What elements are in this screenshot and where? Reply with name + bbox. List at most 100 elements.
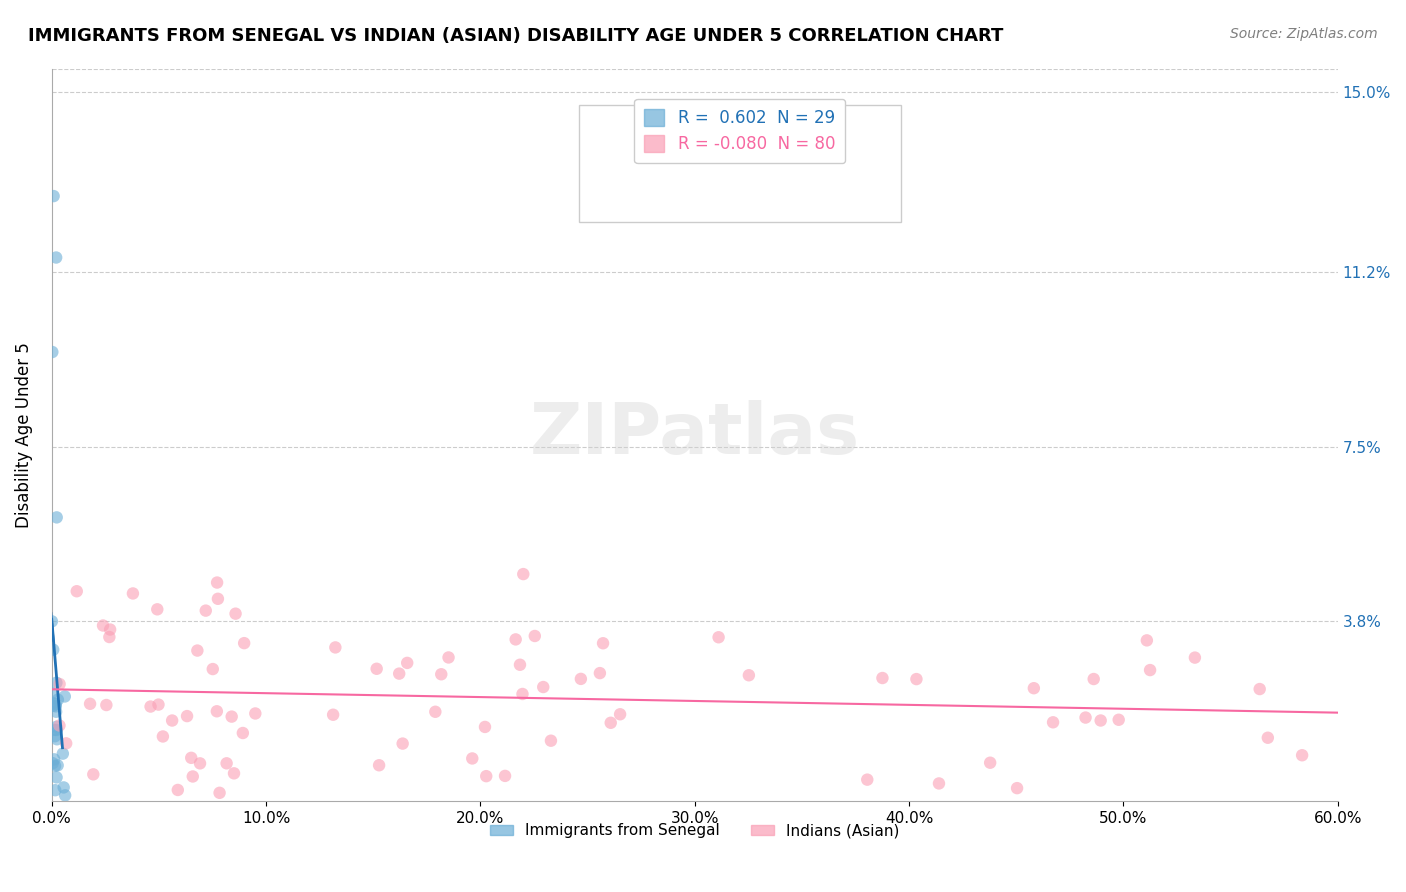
Point	[194, 604, 217, 618]
Point	[205, 704, 228, 718]
Point	[599, 715, 621, 730]
Point	[391, 737, 413, 751]
Point	[45, 675, 67, 690]
Point	[1042, 715, 1064, 730]
Point	[53, 690, 76, 704]
Point	[166, 783, 188, 797]
Point	[1108, 713, 1130, 727]
Point	[509, 657, 531, 672]
Point	[1083, 672, 1105, 686]
Point	[512, 687, 534, 701]
Point	[222, 766, 245, 780]
Point	[45, 720, 67, 734]
Text: Source: ZipAtlas.com: Source: ZipAtlas.com	[1230, 27, 1378, 41]
Point	[45, 723, 67, 737]
Point	[461, 751, 484, 765]
Point	[41, 345, 63, 359]
Point	[48, 677, 70, 691]
Point	[96, 698, 118, 712]
Point	[45, 251, 67, 265]
Point	[1249, 681, 1271, 696]
Point	[82, 767, 104, 781]
Point	[45, 771, 67, 785]
Point	[531, 680, 554, 694]
Point	[1257, 731, 1279, 745]
Point	[41, 756, 63, 771]
Point	[79, 697, 101, 711]
Point	[905, 672, 928, 686]
Point	[46, 732, 69, 747]
Point	[1184, 650, 1206, 665]
Point	[46, 758, 69, 772]
Point	[42, 189, 65, 203]
Point	[609, 707, 631, 722]
Y-axis label: Disability Age Under 5: Disability Age Under 5	[15, 342, 32, 528]
Point	[55, 736, 77, 750]
Point	[512, 567, 534, 582]
Point	[1139, 663, 1161, 677]
Point	[707, 630, 730, 644]
Point	[53, 789, 76, 803]
Point	[366, 662, 388, 676]
Point	[523, 629, 546, 643]
Point	[122, 586, 145, 600]
Text: IMMIGRANTS FROM SENEGAL VS INDIAN (ASIAN) DISABILITY AGE UNDER 5 CORRELATION CHA: IMMIGRANTS FROM SENEGAL VS INDIAN (ASIAN…	[28, 27, 1004, 45]
Point	[569, 672, 592, 686]
Point	[45, 699, 67, 714]
Point	[52, 780, 75, 795]
Point	[233, 636, 256, 650]
Point	[207, 591, 229, 606]
Point	[396, 656, 419, 670]
Point	[41, 687, 63, 701]
Point	[146, 602, 169, 616]
Point	[474, 720, 496, 734]
Point	[437, 650, 460, 665]
Point	[475, 769, 498, 783]
Point	[872, 671, 894, 685]
Point	[221, 709, 243, 723]
Point	[430, 667, 453, 681]
Point	[225, 607, 247, 621]
Point	[42, 642, 65, 657]
Point	[181, 769, 204, 783]
Point	[928, 776, 950, 790]
Point	[188, 756, 211, 771]
Point	[41, 615, 63, 629]
Point	[589, 666, 612, 681]
Point	[186, 643, 208, 657]
Point	[856, 772, 879, 787]
Point	[98, 630, 121, 644]
Point	[44, 783, 66, 797]
Point	[208, 786, 231, 800]
Point	[91, 618, 114, 632]
Point	[139, 699, 162, 714]
Point	[215, 756, 238, 771]
Point	[45, 705, 67, 719]
Point	[1074, 710, 1097, 724]
Point	[45, 510, 67, 524]
Point	[42, 696, 65, 710]
Point	[45, 697, 67, 711]
Point	[1136, 633, 1159, 648]
Point	[738, 668, 761, 682]
Point	[66, 584, 89, 599]
Point	[979, 756, 1001, 770]
Point	[176, 709, 198, 723]
Point	[148, 698, 170, 712]
Point	[494, 769, 516, 783]
Point	[1005, 781, 1028, 796]
Point	[46, 692, 69, 706]
Point	[592, 636, 614, 650]
Point	[1022, 681, 1045, 696]
Point	[48, 718, 70, 732]
Point	[322, 707, 344, 722]
Point	[152, 730, 174, 744]
FancyBboxPatch shape	[579, 105, 900, 222]
Point	[245, 706, 267, 721]
Point	[180, 751, 202, 765]
Point	[42, 698, 65, 713]
Point	[44, 752, 66, 766]
Point	[52, 747, 75, 761]
Point	[1090, 714, 1112, 728]
Point	[160, 714, 183, 728]
